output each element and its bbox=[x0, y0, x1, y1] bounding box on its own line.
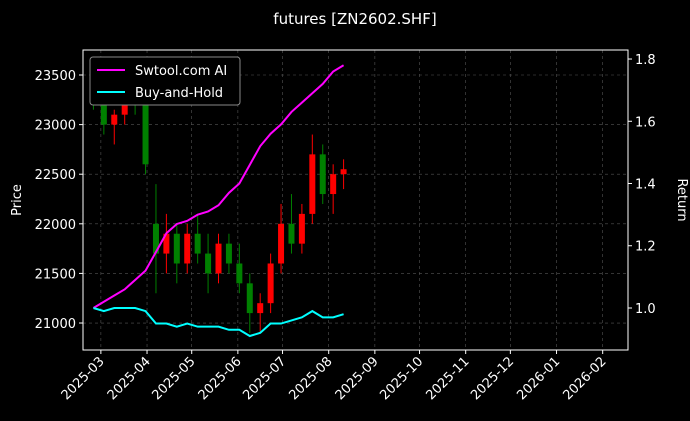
x-tick-label: 2025-04 bbox=[105, 354, 154, 403]
return-line bbox=[93, 306, 344, 338]
candle-body bbox=[111, 114, 118, 125]
candle-body bbox=[267, 263, 274, 304]
candle-body bbox=[163, 233, 170, 254]
plot-frame bbox=[82, 49, 629, 351]
candle-body bbox=[298, 213, 305, 244]
y-tick-label: 22500 bbox=[35, 168, 76, 183]
legend: Swtool.com AI Buy-and-Hold bbox=[89, 56, 241, 106]
y2-tick-label: 1.0 bbox=[635, 302, 656, 317]
candle-body bbox=[225, 243, 232, 264]
candle-body bbox=[184, 233, 191, 264]
candle-body bbox=[142, 104, 149, 165]
candle-body bbox=[340, 169, 347, 175]
y-tick-label: 22000 bbox=[35, 218, 76, 233]
chart-title: futures [ZN2602.SHF] bbox=[273, 10, 436, 28]
x-tick-label: 2025-06 bbox=[196, 354, 245, 403]
candle-body bbox=[330, 174, 337, 195]
candle-body bbox=[246, 283, 253, 314]
y2-tick-label: 1.4 bbox=[635, 178, 656, 193]
candle-body bbox=[257, 303, 264, 314]
legend-label: Buy-and-Hold bbox=[135, 86, 223, 101]
x-tick-label: 2025-10 bbox=[377, 354, 426, 403]
candle-body bbox=[288, 223, 295, 244]
candle-body bbox=[215, 243, 222, 274]
legend-box bbox=[89, 56, 241, 106]
x-tick-label: 2025-09 bbox=[333, 354, 382, 403]
x-tick-label: 2026-01 bbox=[514, 354, 563, 403]
x-tick-label: 2025-11 bbox=[423, 354, 472, 403]
y2-tick-label: 1.6 bbox=[635, 115, 656, 130]
candle-body bbox=[152, 223, 159, 254]
candle-body bbox=[319, 154, 326, 195]
candle-body bbox=[205, 253, 212, 274]
y-tick-label: 21000 bbox=[35, 317, 76, 332]
y2-tick-label: 1.8 bbox=[635, 53, 656, 68]
y2-axis-label: Return bbox=[674, 178, 689, 221]
y2-tick-label: 1.2 bbox=[635, 240, 656, 255]
x-tick-label: 2025-03 bbox=[59, 354, 108, 403]
candle-body bbox=[194, 233, 201, 254]
candle-body bbox=[309, 154, 316, 214]
y-tick-label: 23500 bbox=[35, 69, 76, 84]
x-tick-label: 2025-12 bbox=[468, 354, 517, 403]
candle-body bbox=[236, 263, 243, 284]
y-tick-label: 23000 bbox=[35, 119, 76, 134]
y-axis-label: Price bbox=[10, 184, 25, 216]
legend-label: Swtool.com AI bbox=[135, 64, 227, 79]
return-line bbox=[92, 64, 345, 309]
candle-body bbox=[173, 233, 180, 264]
x-tick-label: 2025-08 bbox=[287, 354, 336, 403]
candle-body bbox=[278, 223, 285, 264]
x-tick-label: 2025-07 bbox=[240, 354, 289, 403]
candle-body bbox=[100, 99, 107, 125]
x-tick-label: 2026-02 bbox=[560, 354, 609, 403]
x-tick-label: 2025-05 bbox=[150, 354, 199, 403]
y-tick-label: 21500 bbox=[35, 267, 76, 282]
